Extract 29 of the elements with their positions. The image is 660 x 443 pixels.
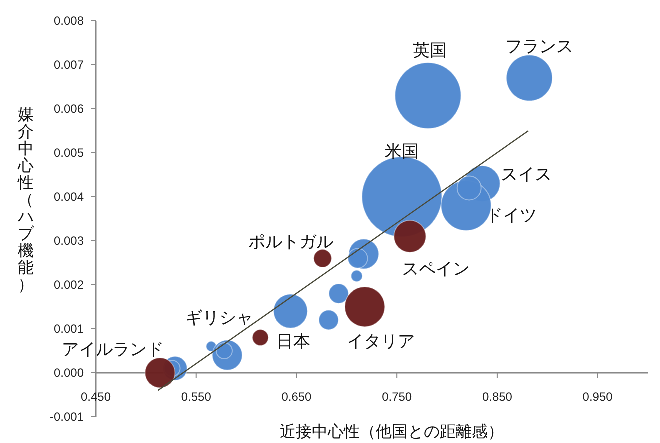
y-tick-label: 0.007 (54, 58, 84, 72)
x-tick-label: 0.550 (181, 390, 212, 404)
y-axis-title: 媒介中心性（ハブ機能） (18, 107, 34, 294)
y-tick-label: 0.002 (54, 278, 84, 292)
annotation: スイス (500, 164, 552, 184)
annotation: ギリシャ (185, 308, 254, 328)
x-tick-label: 0.850 (482, 390, 513, 404)
y-tick-label: 0.003 (54, 234, 84, 248)
annotation: ドイツ (486, 206, 537, 225)
annotation: フランス (506, 37, 574, 56)
annotation: イタリア (346, 332, 415, 351)
y-tick-label: 0.005 (54, 146, 84, 160)
annotation: 英国 (413, 40, 448, 60)
x-axis-title: 近接中心性（他国との距離感） (280, 423, 504, 441)
x-tick-label: 0.750 (382, 390, 412, 404)
y-tick-label: 0.004 (54, 190, 84, 204)
annotation: ポルトガル (248, 232, 334, 252)
y-tick-label: 0.008 (54, 14, 84, 28)
x-tick-label: 0.650 (282, 390, 312, 404)
y-tick-label: 0.001 (54, 322, 84, 336)
annotation: アイルランド (62, 340, 164, 359)
annotation: スペイン (402, 260, 470, 279)
annotation: 米国 (385, 142, 420, 161)
y-tick-label: 0.006 (54, 102, 84, 116)
y-tick-label: -0.001 (50, 410, 84, 424)
x-tick-label: 0.450 (80, 390, 112, 404)
y-tick-label: 0.000 (54, 366, 84, 380)
annotation: 日本 (276, 332, 311, 351)
x-tick-label: 0.950 (582, 390, 614, 404)
